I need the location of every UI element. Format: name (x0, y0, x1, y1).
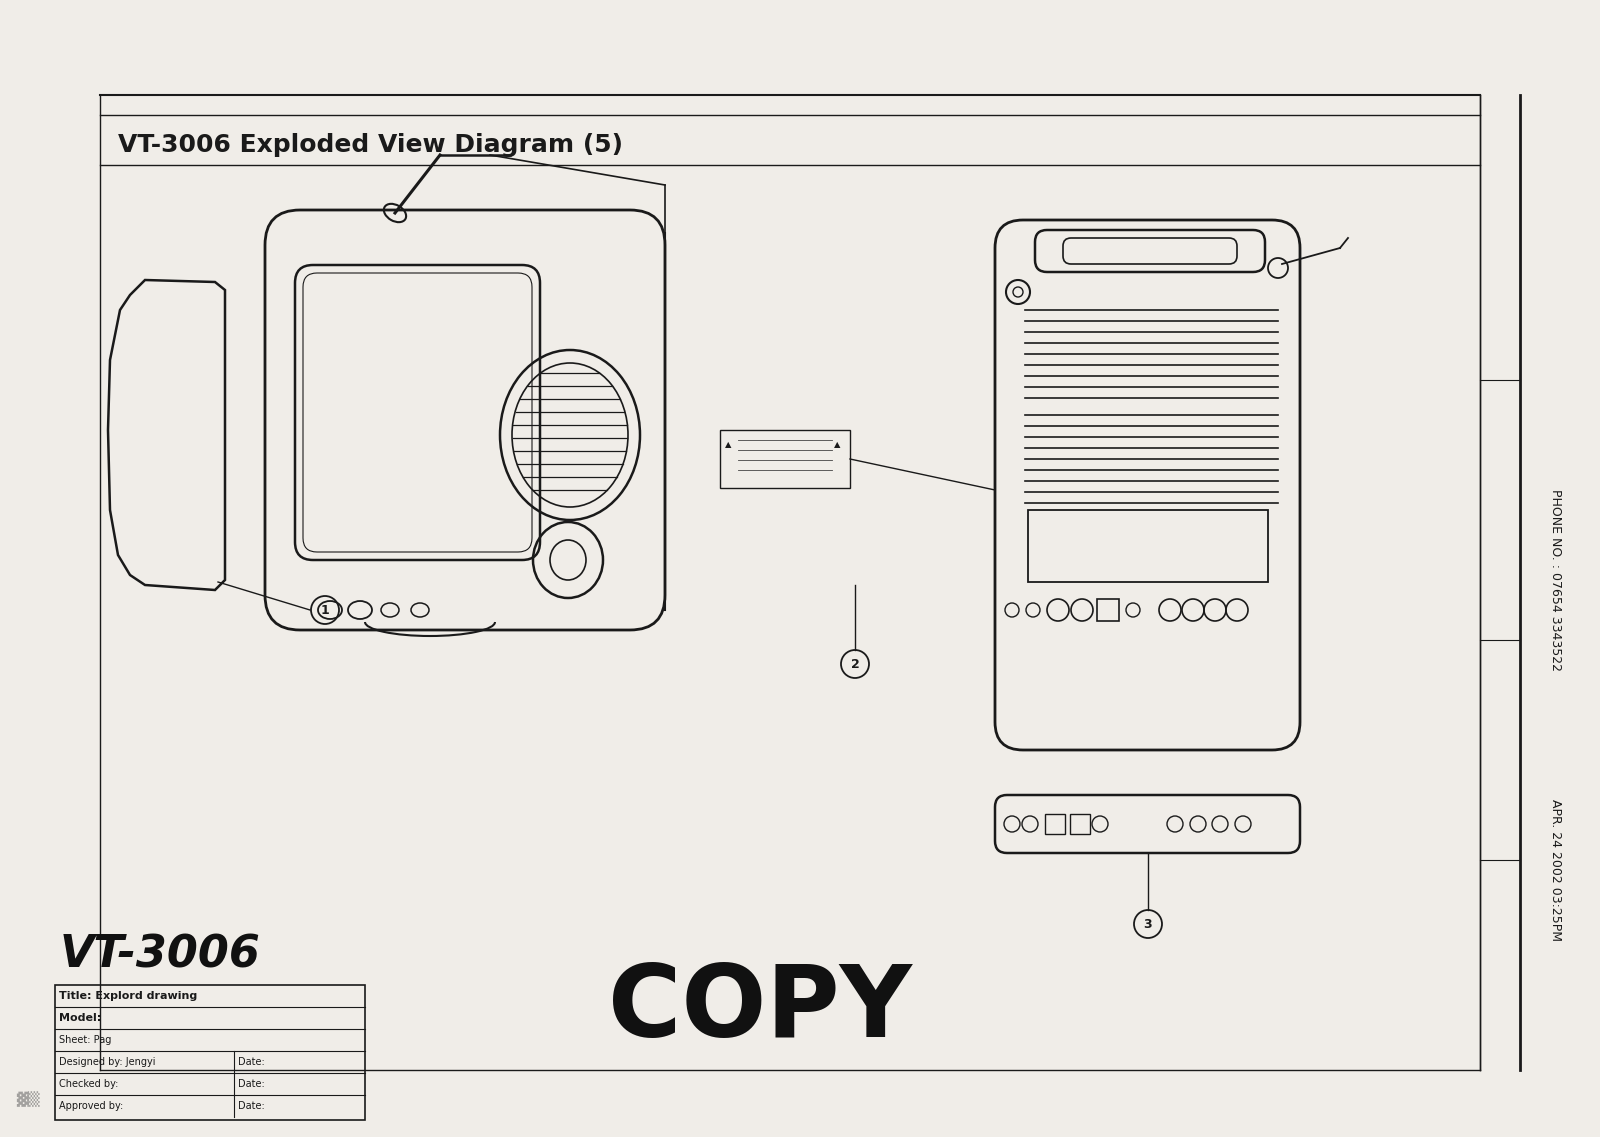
Text: 1: 1 (320, 604, 330, 616)
Bar (1045, 814, 1066, 835)
Bar (1027, 511, 1267, 582)
Text: 2: 2 (851, 657, 859, 671)
Bar (54, 985, 365, 1120)
Text: Sheet: Pag: Sheet: Pag (59, 1035, 112, 1045)
Text: Designed by: Jengyi: Designed by: Jengyi (59, 1057, 155, 1067)
Text: Checked by:: Checked by: (59, 1079, 118, 1089)
Text: ▲: ▲ (834, 440, 840, 449)
Text: APR. 24 2002 03:25PM: APR. 24 2002 03:25PM (1549, 799, 1562, 941)
Text: ▓▒: ▓▒ (16, 1092, 40, 1106)
Text: VT-3006 Exploded View Diagram (5): VT-3006 Exploded View Diagram (5) (118, 133, 622, 157)
Text: Approved by:: Approved by: (59, 1101, 123, 1111)
Text: Date:: Date: (238, 1079, 264, 1089)
Text: Date:: Date: (238, 1101, 264, 1111)
Bar (1070, 814, 1090, 835)
Text: PHONE NO. : 07654 3343522: PHONE NO. : 07654 3343522 (1549, 489, 1562, 671)
Text: COPY: COPY (608, 962, 912, 1059)
Text: ▲: ▲ (725, 440, 731, 449)
Text: Model:: Model: (59, 1013, 101, 1023)
Text: Title: Explord drawing: Title: Explord drawing (59, 991, 197, 1001)
Text: 3: 3 (1144, 918, 1152, 930)
Text: Date:: Date: (238, 1057, 264, 1067)
Text: VT-3006: VT-3006 (61, 933, 261, 977)
Bar (1098, 599, 1118, 621)
Bar (720, 430, 850, 488)
